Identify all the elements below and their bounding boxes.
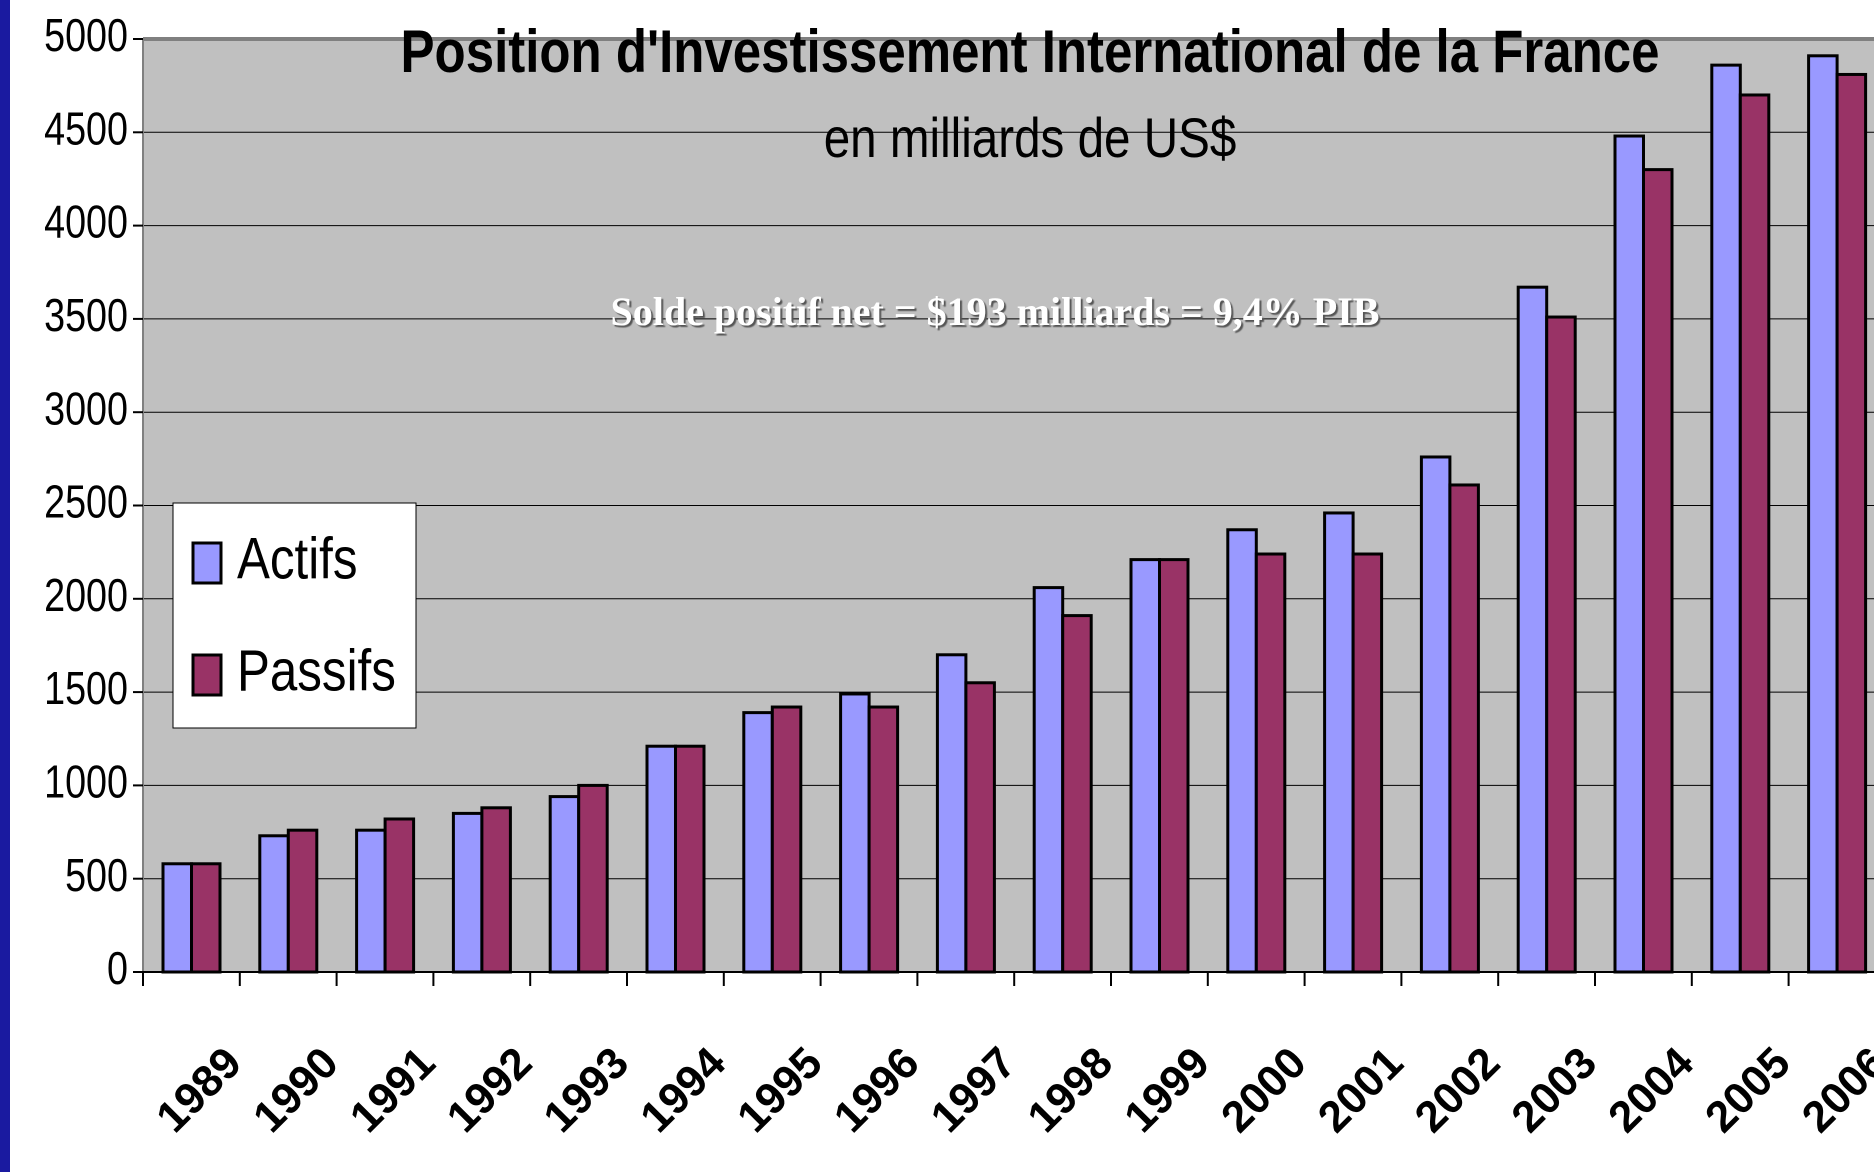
- bar: [1448, 483, 1480, 974]
- bar: [1158, 558, 1190, 974]
- legend-label: Actifs: [237, 527, 357, 592]
- y-tick-label: 4500: [44, 103, 128, 154]
- bar: [1835, 72, 1868, 974]
- x-tick-label: 2002: [1406, 1038, 1510, 1142]
- bar: [286, 828, 319, 974]
- x-tick-label: 2005: [1696, 1038, 1800, 1142]
- y-tick-label: 2000: [44, 569, 128, 620]
- bar: [480, 806, 512, 974]
- bar: [1351, 552, 1384, 974]
- bar: [1516, 285, 1549, 974]
- bar: [1323, 511, 1355, 974]
- y-tick-label: 3000: [44, 383, 128, 434]
- bar: [964, 681, 996, 974]
- bar: [1419, 455, 1452, 974]
- x-tick-label: 1998: [1018, 1038, 1122, 1142]
- bar: [1032, 586, 1065, 974]
- side-strip: [0, 0, 10, 1172]
- y-tick-label: 5000: [44, 10, 128, 61]
- y-tick-label: 1000: [44, 756, 128, 807]
- y-tick-label: 1500: [44, 663, 128, 714]
- x-tick-label: 1993: [534, 1038, 638, 1142]
- bar: [258, 834, 290, 974]
- bar: [577, 783, 609, 974]
- x-tick-label: 1996: [825, 1038, 929, 1142]
- bar: [1710, 63, 1742, 974]
- bar: [1061, 614, 1093, 974]
- chart-title: Position d'Investissement International …: [401, 18, 1660, 85]
- x-tick-label: 1992: [438, 1038, 542, 1142]
- bar: [935, 653, 968, 974]
- x-tick-label: 2000: [1212, 1038, 1316, 1142]
- y-tick-label: 500: [65, 849, 128, 900]
- y-tick-label: 2500: [44, 476, 128, 527]
- y-tick-label: 4000: [44, 196, 128, 247]
- bar: [1613, 134, 1645, 974]
- x-tick-label: 1997: [922, 1038, 1026, 1142]
- bar: [1129, 558, 1161, 974]
- bar: [645, 744, 677, 974]
- x-tick-label: 2001: [1309, 1038, 1413, 1142]
- bar: [867, 705, 900, 974]
- bar: [770, 705, 803, 974]
- legend-swatch: [191, 653, 223, 697]
- bar: [383, 817, 416, 974]
- chart-subtitle: en milliards de US$: [824, 107, 1237, 169]
- bar: [1738, 93, 1771, 974]
- x-tick-label: 2004: [1599, 1038, 1703, 1142]
- bar: [1226, 528, 1258, 974]
- bar: [451, 811, 484, 974]
- y-tick-label: 3500: [44, 289, 128, 340]
- bar: [1545, 315, 1577, 974]
- x-tick-label: 1989: [147, 1038, 251, 1142]
- bar: [190, 862, 222, 974]
- bar: [1807, 54, 1839, 974]
- bar: [548, 795, 581, 974]
- x-tick-label: 1994: [631, 1038, 735, 1142]
- bar: [674, 744, 706, 974]
- legend-swatch: [191, 541, 223, 585]
- bar: [839, 692, 871, 974]
- annotation: Solde positif net = $193 milliards = 9,4…: [611, 289, 1380, 334]
- x-tick-label: 2003: [1502, 1038, 1606, 1142]
- bar: [1642, 168, 1674, 974]
- legend-label: Passifs: [237, 639, 396, 704]
- bar: [355, 828, 387, 974]
- x-tick-label: 2006: [1793, 1038, 1874, 1142]
- bar: [161, 862, 193, 974]
- x-tick-label: 1991: [341, 1038, 445, 1142]
- bar: [742, 711, 774, 974]
- y-tick-label: 0: [107, 943, 128, 994]
- x-tick-label: 1990: [244, 1038, 348, 1142]
- bar: [1254, 552, 1287, 974]
- x-tick-label: 1999: [1115, 1038, 1219, 1142]
- x-tick-label: 1995: [728, 1038, 832, 1142]
- legend: Actifs Passifs: [172, 502, 417, 729]
